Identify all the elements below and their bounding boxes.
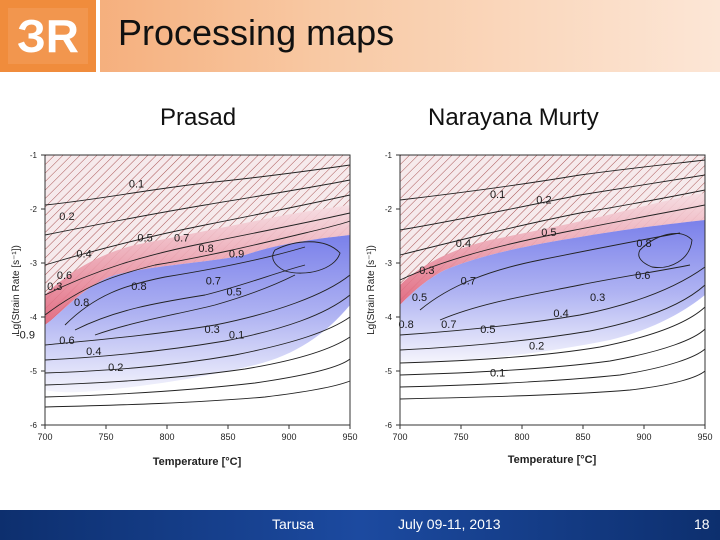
- slide-header: ЗR Processing maps: [0, 0, 720, 72]
- contour-label: 0.5: [226, 286, 241, 298]
- y-tick-label: -1: [30, 151, 38, 160]
- contour-label: 0.1: [129, 178, 144, 190]
- contour-label: 0.2: [529, 340, 544, 352]
- footer-date: July 09-11, 2013: [398, 516, 501, 532]
- contour-label: 0.7: [461, 276, 476, 288]
- contour-lines: [399, 159, 706, 400]
- contour-lines: [44, 164, 351, 408]
- y-tick-label: -6: [30, 421, 38, 430]
- contour-label: 0.5: [541, 227, 556, 239]
- x-tick-label: 750: [98, 432, 113, 442]
- contour-label: 0.2: [108, 362, 123, 374]
- processing-map-prasad: 0.1 0.2 0.3 0.4 0.5 0.6 0.7 0.8 0.9 0.8 0.8 0.7 0.5 0…: [11, 151, 358, 468]
- contour-label: 0.4: [553, 308, 568, 320]
- contour-label: 0.5: [480, 324, 495, 336]
- contour-label: 0.3: [204, 324, 219, 336]
- y-tick-label: -4: [385, 313, 393, 322]
- contour-label: 0.8: [198, 243, 213, 255]
- x-axis-ticks: 700 750 800 850 900 950: [392, 425, 713, 442]
- contour-labels: 0.1 0.2 0.5 0.4 0.3 0.5 0.8 0.6 0.7 0.3 0.4 0.8 0.7 0…: [398, 189, 651, 379]
- footer-place: Tarusa: [272, 516, 315, 532]
- contour-label: 0.8: [398, 319, 413, 331]
- x-tick-label: 900: [281, 432, 296, 442]
- right-chart-caption: Narayana Murty: [428, 104, 599, 131]
- contour-label: 0.7: [441, 319, 456, 331]
- x-axis-ticks: 700 750 800 850 900 950: [37, 425, 358, 442]
- contour-label: 0.4: [456, 238, 471, 250]
- logo-divider: [96, 0, 100, 72]
- y-tick-label: -3: [385, 259, 393, 268]
- x-tick-label: 800: [514, 432, 529, 442]
- x-axis-label: Temperature [°C]: [153, 456, 242, 468]
- x-tick-label: 700: [37, 432, 52, 442]
- x-axis-label: Temperature [°C]: [508, 454, 597, 466]
- y-tick-label: -2: [30, 205, 38, 214]
- contour-labels: 0.1 0.2 0.3 0.4 0.5 0.6 0.7 0.8 0.9 0.8 0.8 0.7 0.5 0…: [16, 178, 244, 374]
- y-axis-ticks: -1 -2 -3 -4 -5 -6: [30, 151, 45, 430]
- plot-frame: [399, 154, 706, 426]
- contour-label: 0.7: [174, 232, 189, 244]
- x-tick-label: 850: [575, 432, 590, 442]
- contour-label: 0.6: [635, 270, 650, 282]
- contour-label: 0.6: [59, 335, 74, 347]
- y-tick-label: -2: [385, 205, 393, 214]
- left-chart-caption: Prasad: [160, 104, 237, 131]
- x-tick-label: 700: [392, 432, 407, 442]
- x-tick-label: 900: [636, 432, 651, 442]
- slide-footer: Tarusa July 09-11, 2013 18: [0, 510, 720, 540]
- instability-red-region: [400, 193, 705, 305]
- contour-label: 0.3: [590, 292, 605, 304]
- contour-label: 0.2: [59, 211, 74, 223]
- y-axis-label: Lg(Strain Rate [s⁻¹]): [11, 245, 22, 335]
- processing-map-narayana-murty: 0.1 0.2 0.5 0.4 0.3 0.5 0.8 0.6 0.7 0.3 0.4 0.8 0.7 0…: [366, 151, 713, 466]
- contour-label: 0.8: [636, 238, 651, 250]
- instability-red-region: [45, 205, 350, 325]
- plot-frame: [44, 154, 351, 426]
- contour-label: 0.6: [57, 270, 72, 282]
- contour-label: 0.5: [412, 292, 427, 304]
- stable-domain-region: [400, 220, 705, 363]
- logo-icon: ЗR: [8, 8, 88, 64]
- contour-label: -0.9: [16, 330, 35, 342]
- y-tick-label: -1: [385, 151, 393, 160]
- y-axis-ticks: -1 -2 -3 -4 -5 -6: [385, 151, 400, 430]
- y-tick-label: -3: [30, 259, 38, 268]
- y-tick-label: -4: [30, 313, 38, 322]
- contour-label: 0.2: [536, 195, 551, 207]
- contour-label: 0.1: [229, 330, 244, 342]
- contour-label: 0.4: [86, 346, 101, 358]
- y-tick-label: -5: [30, 367, 38, 376]
- page-number: 18: [694, 516, 710, 532]
- contour-label: 0.4: [76, 249, 91, 261]
- contour-label: 0.9: [229, 249, 244, 261]
- contour-label: 0.8: [131, 281, 146, 293]
- university-logo: ЗR: [0, 0, 96, 72]
- contour-label: 0.3: [47, 281, 62, 293]
- x-tick-label: 950: [697, 432, 712, 442]
- plot-area: 0.1 0.2 0.3 0.4 0.5 0.6 0.7 0.8 0.9 0.8 0.8 0.7 0.5 0…: [16, 154, 351, 426]
- contour-label: 0.8: [74, 297, 89, 309]
- y-tick-label: -6: [385, 421, 393, 430]
- x-tick-label: 950: [342, 432, 357, 442]
- slide-title: Processing maps: [118, 12, 395, 53]
- logo-text: ЗR: [17, 10, 79, 62]
- x-tick-label: 850: [220, 432, 235, 442]
- x-tick-label: 800: [159, 432, 174, 442]
- x-tick-label: 750: [453, 432, 468, 442]
- contour-label: 0.7: [206, 276, 221, 288]
- contour-label: 0.1: [490, 189, 505, 201]
- contour-label: 0.1: [490, 367, 505, 379]
- y-tick-label: -5: [385, 367, 393, 376]
- y-axis-label: Lg(Strain Rate [s⁻¹]): [366, 245, 377, 335]
- contour-label: 0.3: [419, 265, 434, 277]
- contour-label: 0.5: [137, 232, 152, 244]
- plot-area: 0.1 0.2 0.5 0.4 0.3 0.5 0.8 0.6 0.7 0.3 0.4 0.8 0.7 0…: [398, 154, 706, 426]
